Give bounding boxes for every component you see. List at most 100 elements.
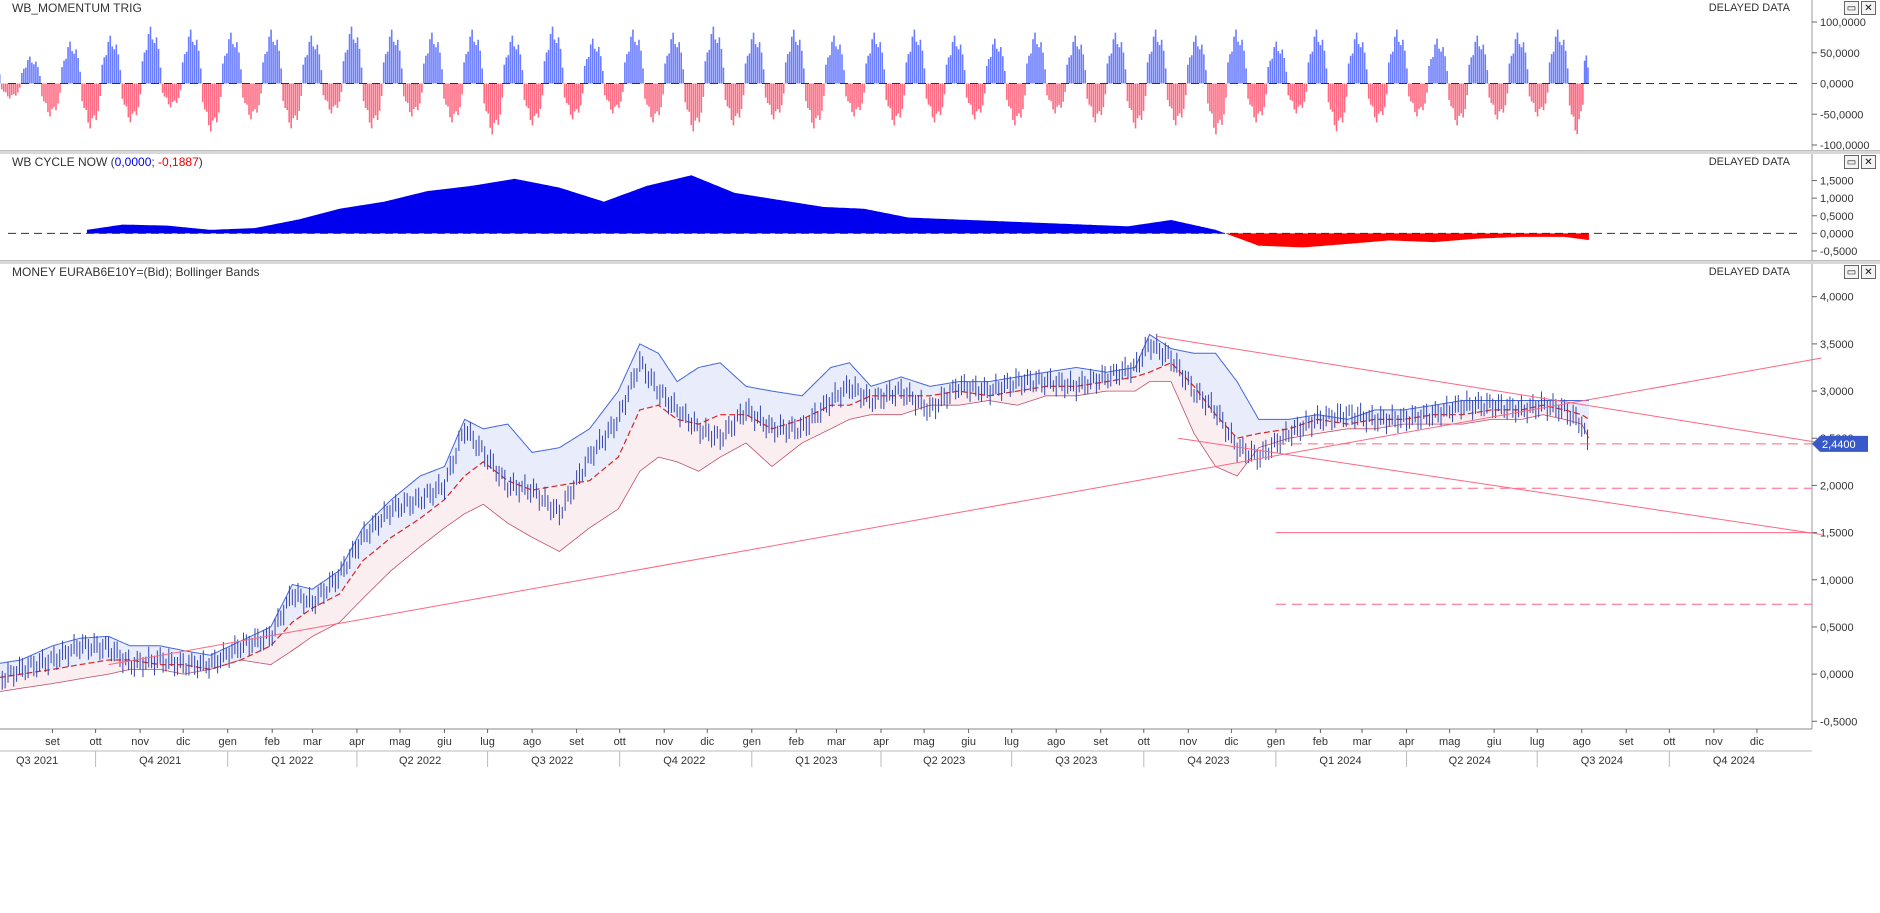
momentum-bar xyxy=(1120,42,1123,84)
momentum-bar xyxy=(89,83,91,129)
momentum-bar xyxy=(561,67,564,84)
momentum-bar xyxy=(1309,54,1312,84)
momentum-bar xyxy=(1291,83,1294,102)
price-xtick-label: mar xyxy=(303,736,322,748)
momentum-bar xyxy=(69,41,71,84)
cycle-ytick-label: 0,0000 xyxy=(1820,228,1854,240)
momentum-bar xyxy=(179,83,182,91)
momentum-bar xyxy=(547,49,550,84)
panel-separator-1[interactable] xyxy=(0,150,1880,154)
momentum-bar xyxy=(421,83,423,93)
momentum-bar xyxy=(1094,83,1097,123)
momentum-bar xyxy=(77,58,79,84)
momentum-bar xyxy=(873,32,875,84)
momentum-bar xyxy=(324,83,327,100)
momentum-bar xyxy=(222,63,224,84)
momentum-bar xyxy=(151,39,154,84)
momentum-bar xyxy=(879,42,882,84)
momentum-bar xyxy=(220,83,222,97)
momentum-bar xyxy=(644,83,646,99)
momentum-bar xyxy=(732,83,735,126)
momentum-bar xyxy=(909,51,912,84)
momentum-bar xyxy=(1578,83,1580,120)
momentum-bar xyxy=(49,83,51,117)
momentum-bar xyxy=(274,45,276,84)
quarter-label: Q4 2024 xyxy=(1713,755,1755,767)
momentum-bar xyxy=(1303,83,1306,102)
price-xtick-label: mar xyxy=(1353,736,1372,748)
cycle-maximize-button[interactable]: ▭ xyxy=(1844,155,1859,169)
momentum-bar xyxy=(1349,55,1352,84)
momentum-bar xyxy=(1182,83,1185,109)
momentum-bar xyxy=(286,83,288,111)
price-ytick-label: 1,5000 xyxy=(1820,528,1854,540)
quarter-label: Q3 2022 xyxy=(531,755,573,767)
momentum-bar xyxy=(521,70,524,84)
momentum-bar xyxy=(1028,55,1030,84)
momentum-bar xyxy=(1193,41,1195,84)
momentum-bar xyxy=(278,50,280,84)
momentum-bar xyxy=(23,68,25,84)
momentum-bar xyxy=(429,39,431,84)
momentum-bar xyxy=(155,37,158,84)
momentum-bar xyxy=(790,36,793,84)
momentum-bar xyxy=(1357,44,1360,84)
momentum-bar xyxy=(1116,44,1119,84)
momentum-bar xyxy=(153,42,156,84)
price-ytick-label: 3,5000 xyxy=(1820,339,1854,351)
momentum-bar xyxy=(296,83,299,120)
momentum-ytick-label: 0,0000 xyxy=(1820,79,1854,91)
momentum-bar xyxy=(1383,83,1386,108)
momentum-bar xyxy=(1323,50,1326,84)
momentum-bar xyxy=(425,55,427,84)
momentum-bar xyxy=(1448,83,1450,100)
momentum-bar xyxy=(1146,62,1149,84)
panel-separator-2[interactable] xyxy=(0,260,1880,264)
price-maximize-button[interactable]: ▭ xyxy=(1844,265,1859,279)
momentum-bar xyxy=(792,29,795,84)
cycle-close-button[interactable]: ✕ xyxy=(1861,155,1876,169)
momentum-bar xyxy=(1203,54,1205,84)
momentum-bar xyxy=(322,83,325,96)
momentum-bar xyxy=(1516,32,1519,84)
momentum-bar xyxy=(706,52,709,84)
momentum-close-button[interactable]: ✕ xyxy=(1861,1,1876,15)
cycle-title-sep: ; xyxy=(151,155,159,169)
momentum-bar xyxy=(1460,83,1462,114)
price-chart: 4,00003,50003,00002,50002,00001,50001,00… xyxy=(0,264,1868,767)
momentum-bar xyxy=(272,41,274,84)
momentum-bar xyxy=(483,83,485,104)
momentum-bar xyxy=(1209,83,1211,112)
momentum-bar xyxy=(1046,83,1048,96)
momentum-bar xyxy=(493,83,496,123)
momentum-bar xyxy=(1199,49,1201,84)
price-close-button[interactable]: ✕ xyxy=(1861,265,1876,279)
cycle-ytick-label: -0,5000 xyxy=(1820,246,1857,258)
momentum-bar xyxy=(356,37,359,84)
momentum-bar xyxy=(1070,55,1072,84)
momentum-bar xyxy=(1287,83,1290,96)
momentum-bar xyxy=(628,51,630,84)
momentum-bar xyxy=(1068,57,1070,84)
momentum-bar xyxy=(690,83,693,126)
momentum-bar xyxy=(1524,52,1527,84)
momentum-bar xyxy=(1217,83,1219,123)
momentum-bar xyxy=(1054,83,1056,114)
momentum-bar xyxy=(189,29,192,84)
momentum-bar xyxy=(718,37,721,84)
momentum-maximize-button[interactable]: ▭ xyxy=(1844,1,1859,15)
momentum-bar xyxy=(1257,83,1259,114)
momentum-bar xyxy=(1321,39,1324,84)
momentum-bar xyxy=(467,51,469,84)
momentum-bar xyxy=(555,42,558,84)
momentum-bar xyxy=(1359,47,1362,84)
momentum-bar xyxy=(1166,83,1169,100)
momentum-bar xyxy=(1412,83,1414,103)
momentum-bar xyxy=(485,83,487,112)
price-ytick-label: 3,0000 xyxy=(1820,386,1854,398)
momentum-bar xyxy=(1536,83,1539,117)
momentum-bar xyxy=(382,62,385,84)
momentum-bar xyxy=(774,83,777,112)
momentum-bar xyxy=(447,83,449,107)
momentum-bar xyxy=(346,49,349,84)
